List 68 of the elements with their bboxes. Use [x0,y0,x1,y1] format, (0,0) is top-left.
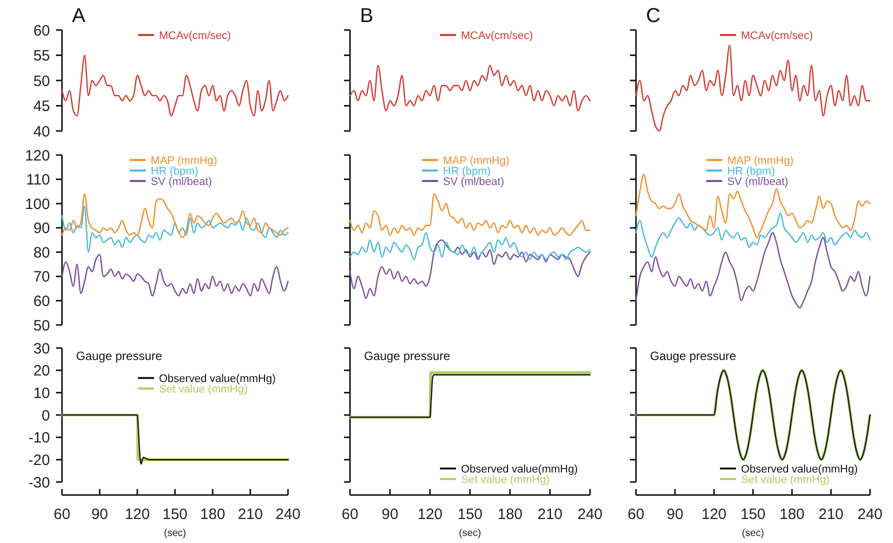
x-tick-label: 120 [701,506,727,523]
legend-label: MCAv(cm/sec) [159,30,231,42]
y-tick-label: 120 [24,147,50,164]
y-tick-label: 100 [24,196,50,213]
legend-label: Set value (mmHg) [461,474,550,486]
legend-label: MAP (mmHg) [443,154,510,167]
legend-label: Observed value(mmHg) [741,463,858,476]
x-tick-label: 240 [275,506,301,523]
legend-label: MCAv(cm/sec) [461,30,533,42]
chart-title: Gauge pressure [364,349,450,363]
y-tick-label: 30 [33,340,50,358]
legend-label: HR (bpm) [727,165,775,178]
x-axis-title: (sec) [164,528,186,539]
x-tick-label: 150 [457,506,483,523]
x-tick-label: 240 [857,506,883,523]
legend-label: SV (ml/beat) [150,176,212,188]
x-tick-label: 180 [200,506,226,523]
legend-label: SV (ml/beat) [443,176,504,188]
x-axis-title: (sec) [458,528,482,539]
x-tick-label: 210 [537,506,563,523]
y-tick-label: -30 [28,474,50,492]
x-tick-label: 210 [818,506,844,523]
x-tick-label: 60 [342,506,358,523]
legend-label: MCAv(cm/sec) [741,30,813,42]
x-tick-label: 120 [417,506,443,523]
x-tick-label: 120 [124,506,150,523]
y-tick-label: -10 [28,430,50,447]
legend-label: HR (bpm) [150,165,198,178]
y-tick-label: 110 [26,172,50,189]
y-tick-label: 90 [33,220,50,238]
x-tick-label: 90 [382,506,398,523]
chart-title: A [72,5,86,27]
y-tick-label: 50 [33,72,50,90]
y-tick-label: 50 [33,317,50,334]
x-axis-title: (sec) [742,528,764,539]
legend-label: Set value (mmHg) [159,383,248,396]
y-tick-label: 0 [42,407,50,424]
y-tick-label: 40 [33,123,50,140]
chart-title: B [360,5,374,27]
x-tick-label: 180 [497,506,523,523]
x-tick-label: 210 [238,506,263,523]
legend-label: HR (bpm) [443,165,491,178]
chart-title: Gauge pressure [76,349,162,363]
x-tick-label: 60 [628,506,644,523]
x-tick-label: 150 [740,506,766,523]
x-tick-label: 90 [666,506,684,523]
y-tick-label: 70 [33,268,50,286]
legend-label: MAP (mmHg) [150,154,218,167]
legend-label: MAP (mmHg) [727,154,794,167]
y-tick-label: 55 [33,48,50,64]
x-tick-label: 180 [779,506,805,523]
chart-title: Gauge pressure [650,349,736,363]
x-tick-label: 60 [54,506,70,523]
legend-label: Observed value(mmHg) [461,463,578,476]
y-tick-label: 20 [33,362,50,380]
y-tick-label: 60 [33,22,50,40]
legend-label: Set value (mmHg) [741,474,830,486]
x-tick-label: 150 [162,506,188,523]
y-tick-label: 10 [33,384,50,402]
legend-label: SV (ml/beat) [727,176,788,188]
x-tick-label: 240 [577,506,603,523]
y-tick-label: -20 [28,452,50,469]
x-tick-label: 90 [91,506,108,523]
legend-label: Observed value(mmHg) [159,372,276,385]
y-tick-label: 80 [33,244,50,262]
y-tick-label: 60 [33,292,50,310]
y-tick-label: 45 [33,98,50,115]
chart-title: C [646,5,660,27]
